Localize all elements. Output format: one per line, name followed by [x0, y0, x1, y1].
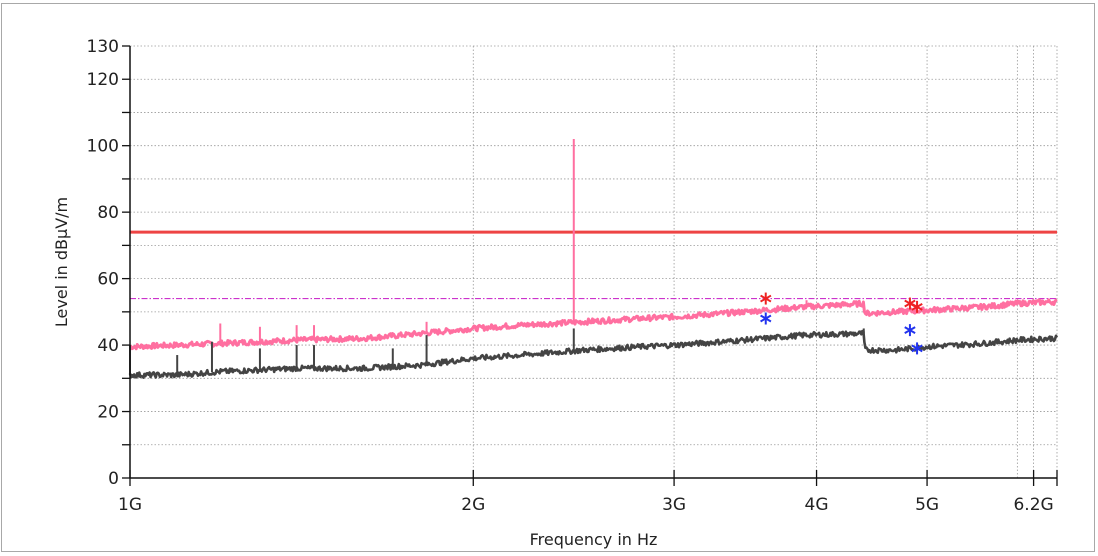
marker-stroke [911, 302, 923, 311]
series-line [128, 329, 1059, 379]
axes-layer: 0 20 40 60 80 100 120 130 1G 2G 3G 4G 5G 6.2G [87, 37, 1058, 515]
chart-frame: 0 20 40 60 80 100 120 130 1G 2G 3G 4G 5G 6.2G Frequen… [1, 3, 1095, 552]
limit-lines-layer [130, 230, 1057, 300]
x-tick-label: 3G [662, 495, 686, 515]
y-tick-label: 130 [87, 37, 119, 57]
y-tick-label: 80 [97, 203, 119, 223]
x-tick-label: 5G [915, 495, 939, 515]
x-tick-label: 6.2G [1013, 495, 1053, 515]
data-marker [760, 292, 772, 305]
y-tick-label: 100 [87, 137, 119, 157]
markers-layer [760, 292, 923, 355]
y-tick-label: 20 [97, 403, 119, 423]
data-marker [911, 300, 923, 313]
data-marker [760, 312, 772, 325]
data-marker [911, 342, 923, 355]
y-tick-label: 0 [108, 469, 119, 489]
y-tick-label: 120 [87, 70, 119, 90]
y-tick-label: 60 [97, 270, 119, 290]
marker-stroke [760, 314, 772, 323]
grid-layer [130, 45, 1058, 478]
data-marker [904, 324, 916, 337]
y-axis-title: Level in dBµV/m [52, 197, 71, 327]
x-tick-label: 4G [805, 495, 829, 515]
y-tick-label: 40 [97, 336, 119, 356]
marker-stroke [911, 344, 923, 353]
series-line [129, 298, 1058, 351]
chart: 0 20 40 60 80 100 120 130 1G 2G 3G 4G 5G 6.2G Frequen… [52, 37, 1059, 549]
x-tick-label: 1G [118, 495, 142, 515]
series-layer [128, 139, 1059, 379]
x-tick-label: 2G [461, 495, 485, 515]
x-axis-title: Frequency in Hz [530, 530, 658, 549]
marker-stroke [760, 294, 772, 303]
marker-stroke [904, 326, 916, 334]
